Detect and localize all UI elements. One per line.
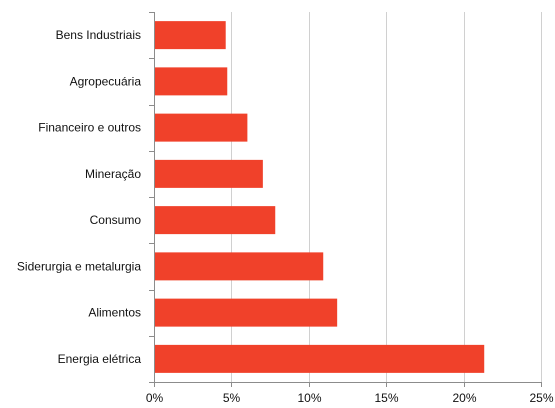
x-tick-label: 25% bbox=[529, 391, 553, 405]
x-tick-label: 15% bbox=[374, 391, 398, 405]
category-label: Bens Industriais bbox=[56, 28, 141, 42]
bar-agropecu-ria bbox=[154, 67, 228, 96]
x-tick-label: 5% bbox=[223, 391, 241, 405]
category-label: Agropecuária bbox=[70, 74, 142, 88]
x-tick-label: 0% bbox=[146, 391, 164, 405]
bar-financeiro-e-outros bbox=[154, 113, 248, 142]
category-label: Siderurgia e metalurgia bbox=[17, 259, 141, 273]
category-label: Alimentos bbox=[88, 306, 141, 320]
bar-energia-el-trica bbox=[154, 344, 485, 373]
category-label: Mineração bbox=[85, 167, 141, 181]
bar-siderurgia-e-metalurgia bbox=[154, 252, 324, 281]
bar-bens-industriais bbox=[154, 21, 226, 50]
axes bbox=[149, 12, 542, 387]
x-tick-label: 10% bbox=[297, 391, 321, 405]
bar-minera-o bbox=[154, 159, 263, 188]
bars bbox=[154, 21, 485, 373]
category-label: Financeiro e outros bbox=[38, 121, 141, 135]
labels: 0% 5% 10% 15% 20% 25% Bens Industriais Agropecu… bbox=[17, 28, 554, 405]
x-tick-label: 20% bbox=[452, 391, 476, 405]
category-label: Consumo bbox=[90, 213, 142, 227]
category-label: Energia elétrica bbox=[58, 352, 142, 366]
bar-consumo bbox=[154, 206, 276, 235]
bar-alimentos bbox=[154, 298, 338, 327]
